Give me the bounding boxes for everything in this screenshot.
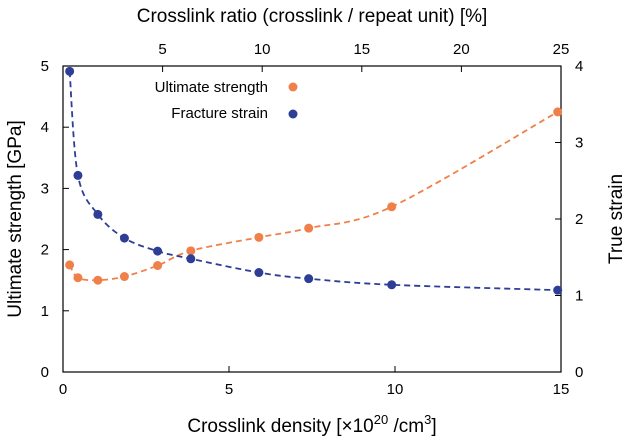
series-layer [65,66,563,295]
y-right-axis-title: True strain [606,174,627,264]
y-right-tick-label: 3 [575,135,583,152]
data-point-fracture-strain [65,66,75,76]
data-point-fracture-strain [93,209,103,219]
data-point-ultimate-strength [186,246,196,256]
y-right-tick-label: 0 [575,364,583,381]
y-right-tick-label: 1 [575,288,583,305]
x-tick-label: 5 [225,381,233,398]
legend-entry-ultimate-strength: Ultimate strength [155,79,268,96]
plot-frame [62,65,562,373]
top-tick-label: 25 [553,41,570,58]
data-point-fracture-strain [153,246,163,256]
series-fracture-strain [65,66,563,295]
data-point-ultimate-strength [153,261,163,271]
data-point-ultimate-strength [254,232,264,242]
x-axis-title-exponent-1: 20 [374,412,388,427]
y-left-tick-label: 5 [41,58,49,75]
data-point-ultimate-strength [387,202,397,212]
series-line-ultimate-strength [68,111,559,282]
top-axis-title: Crosslink ratio (crosslink / repeat unit… [137,6,488,27]
data-point-ultimate-strength [65,260,75,270]
x-axis-title-main: Crosslink density [×10 [187,416,373,437]
top-tick-label: 15 [353,41,370,58]
data-point-fracture-strain [254,268,264,278]
top-tick-label: 20 [453,41,470,58]
x-axis-title-end: ] [431,416,436,437]
ticks: 0 5 10 15 5 10 15 20 25 0 1 2 3 4 5 0 1 2 3 4 [41,41,584,398]
legend: Ultimate strength Fracture strain [155,79,298,122]
legend-marker-fracture-strain [288,109,298,119]
y-right-tick-label: 4 [575,58,583,75]
data-point-ultimate-strength [93,275,103,285]
x-tick-label: 0 [59,381,67,398]
series-line-fracture-strain [68,71,558,292]
legend-entry-fracture-strain: Fracture strain [171,105,268,122]
y-left-axis-title: Ultimate strength [GPa] [5,120,26,317]
data-point-fracture-strain [119,233,129,243]
y-left-tick-label: 4 [41,119,49,136]
y-left-tick-label: 2 [41,242,49,259]
y-right-tick-label: 2 [575,211,583,228]
series-ultimate-strength [65,107,563,285]
y-left-tick-label: 0 [41,364,49,381]
x-tick-label: 15 [553,381,570,398]
data-point-fracture-strain [553,285,563,295]
x-tick-label: 10 [387,381,404,398]
x-axis-title: Crosslink density [×1020 /cm3] [187,412,436,437]
top-tick-label: 5 [158,41,166,58]
x-axis-title-mid: /cm [388,416,424,437]
data-point-ultimate-strength [553,107,563,117]
y-left-tick-label: 3 [41,180,49,197]
data-point-fracture-strain [73,170,83,180]
legend-marker-ultimate-strength [288,82,298,92]
data-point-ultimate-strength [304,223,314,233]
data-point-fracture-strain [186,254,196,264]
x-axis-title-exponent-2: 3 [424,412,431,427]
y-left-tick-label: 1 [41,303,49,320]
data-point-ultimate-strength [119,272,129,282]
data-point-fracture-strain [387,280,397,290]
data-point-fracture-strain [304,274,314,284]
top-tick-label: 10 [254,41,271,58]
data-point-ultimate-strength [73,273,83,283]
